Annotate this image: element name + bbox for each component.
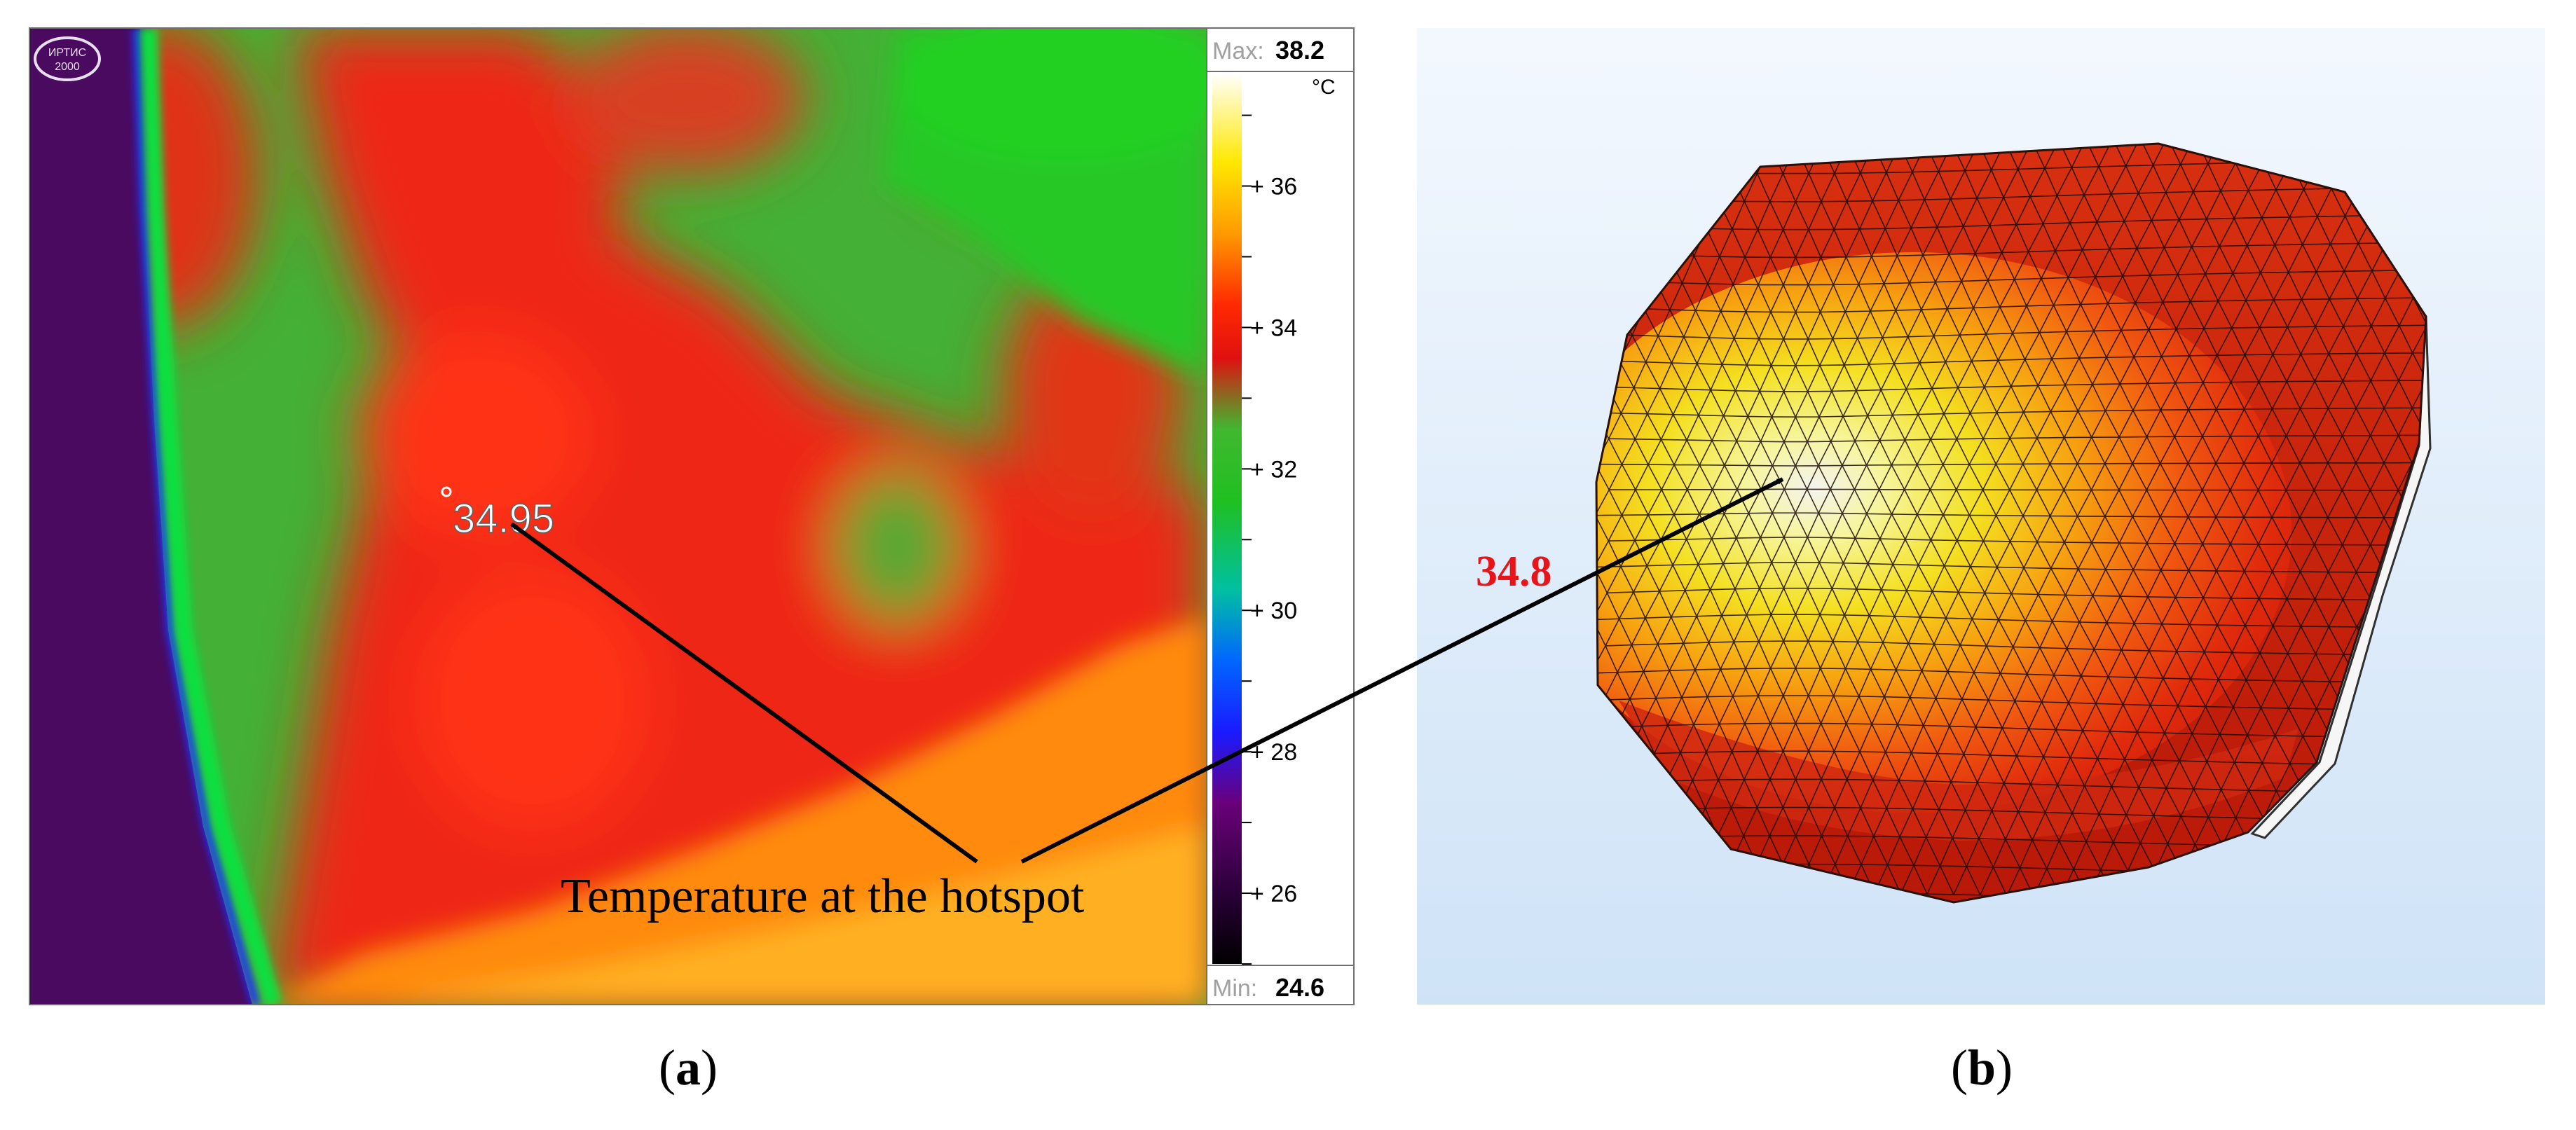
scale-gradient bbox=[1212, 73, 1242, 964]
scale-tick-label: + 32 bbox=[1250, 456, 1297, 483]
thermal-image: ИРТИС 2000 34.95 bbox=[29, 28, 1207, 1005]
mesh-surface bbox=[1596, 144, 2426, 902]
panel-label-b: (b) bbox=[1951, 1040, 2013, 1096]
scale-tick-label: + 36 bbox=[1250, 174, 1297, 200]
scale-unit: °C bbox=[1312, 76, 1336, 99]
annotation: Temperature at the hotspot bbox=[510, 477, 1784, 923]
scale-tick-label: + 34 bbox=[1250, 315, 1297, 341]
spot-reading: 34.95 bbox=[453, 496, 554, 542]
scale-min-prefix: Min: bbox=[1212, 975, 1257, 1002]
mesh-hotspot-value: 34.8 bbox=[1476, 548, 1552, 595]
svg-text:ИРТИС: ИРТИС bbox=[48, 47, 86, 59]
svg-text:(a): (a) bbox=[659, 1040, 718, 1096]
scale-tick-label: + 30 bbox=[1250, 598, 1297, 624]
color-scale: Max: 38.2 Min: 24.6 °C + 36 + 34 + 32 + 30 +… bbox=[1206, 27, 1355, 1005]
scale-max-value: 38.2 bbox=[1275, 36, 1324, 64]
panel-label-a: (a) bbox=[659, 1040, 718, 1096]
svg-text:2000: 2000 bbox=[55, 61, 80, 73]
svg-text:(b): (b) bbox=[1951, 1040, 2013, 1096]
scale-max-prefix: Max: bbox=[1212, 38, 1264, 64]
thermogram-panel: ИРТИС 2000 34.95 Max: 38.2 Min: 24.6 °C … bbox=[29, 27, 1355, 1005]
scale-min-value: 24.6 bbox=[1275, 973, 1324, 1002]
mesh-panel: 34.8 bbox=[1417, 28, 2545, 1005]
spot-marker bbox=[441, 486, 452, 497]
annotation-text: Temperature at the hotspot bbox=[561, 869, 1085, 923]
camera-logo: ИРТИС 2000 bbox=[34, 36, 101, 81]
arrow-to-mesh-hotspot bbox=[1020, 477, 1784, 864]
arrow-to-thermogram-hotspot bbox=[510, 522, 978, 864]
scale-ticks: + 36+ 34+ 32+ 30+ 28+ 26 bbox=[1242, 114, 1297, 965]
scale-tick-label: + 26 bbox=[1250, 881, 1297, 907]
